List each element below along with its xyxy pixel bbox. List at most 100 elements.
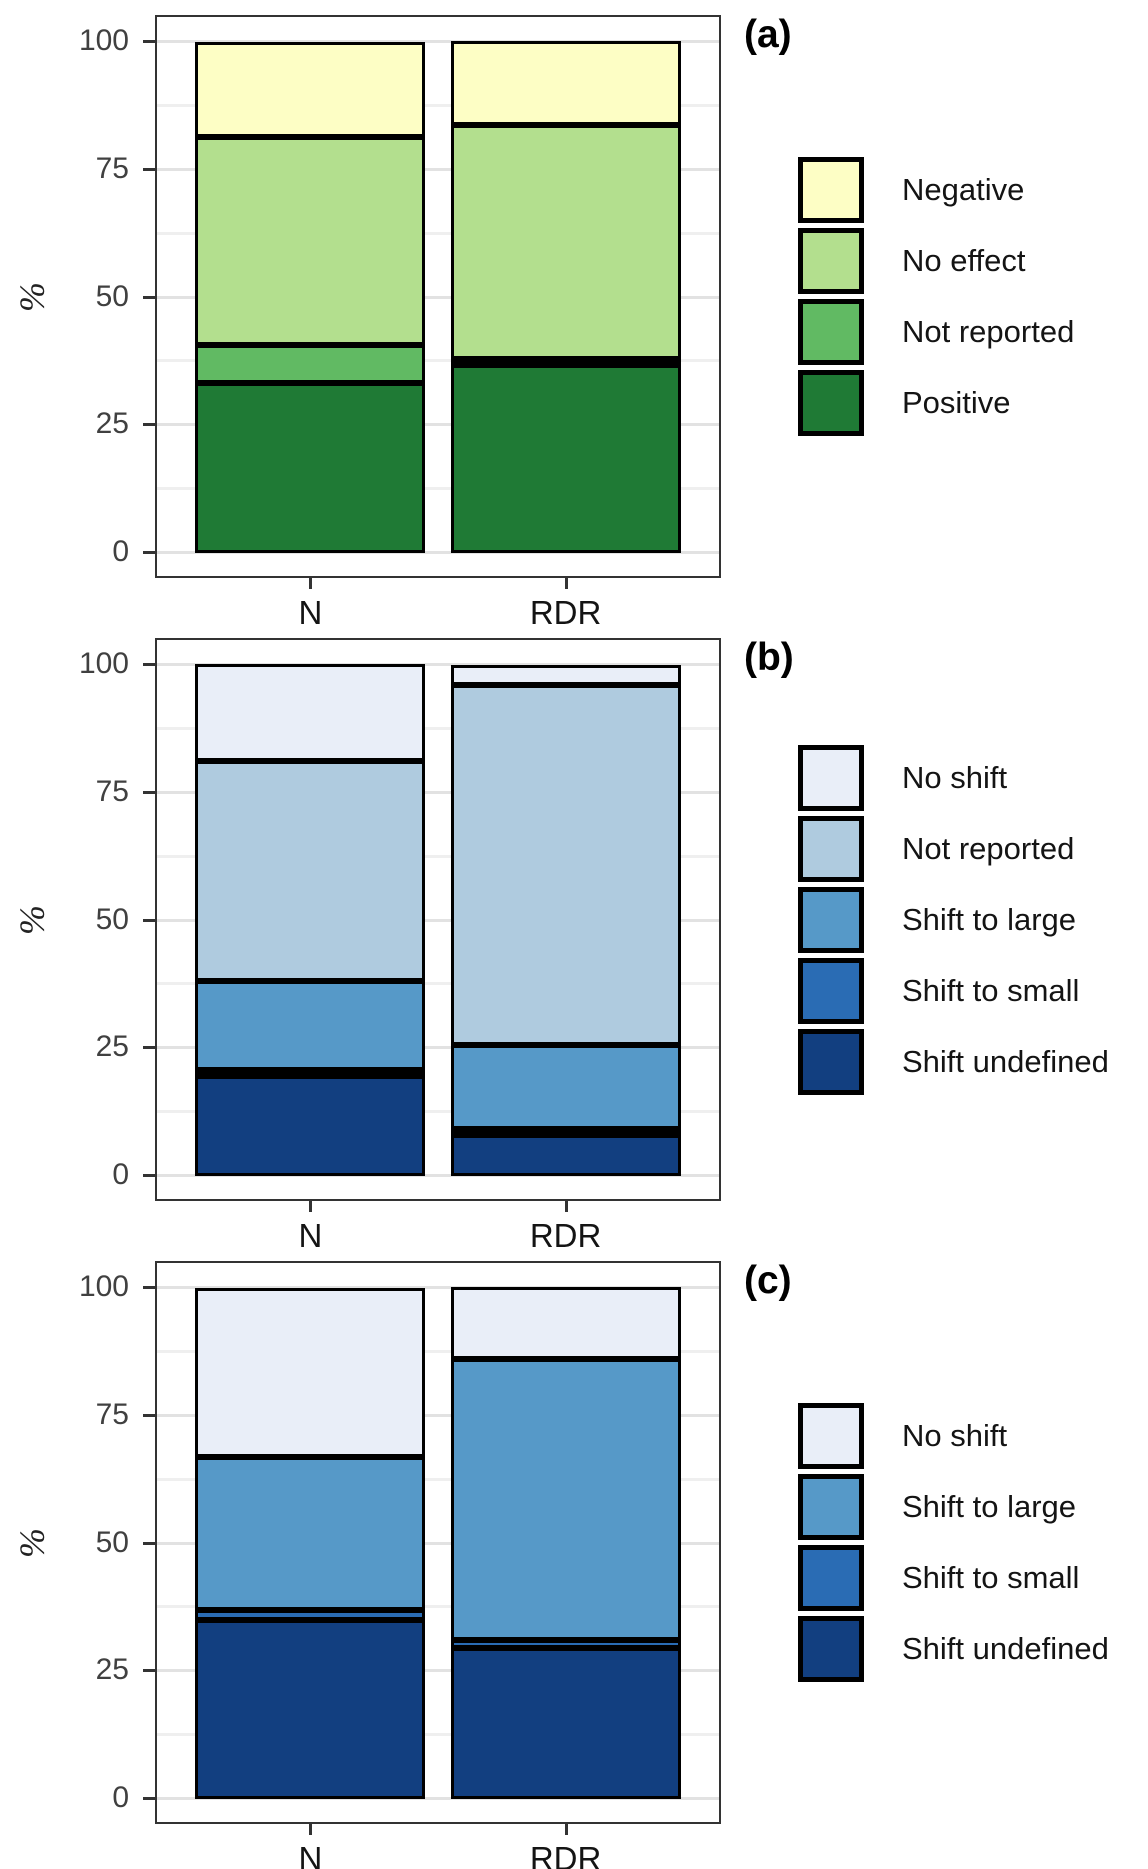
x-tick <box>309 578 313 589</box>
x-tick <box>564 578 568 589</box>
legend-label: Shift to large <box>902 1489 1077 1524</box>
legend-item: Shift to small <box>798 1545 1109 1611</box>
stacked-bar-RDR <box>450 665 681 1176</box>
gridline-major <box>157 1174 719 1177</box>
y-tick-label: 50 <box>95 279 129 313</box>
y-tick <box>143 423 155 427</box>
y-tick <box>143 1797 155 1800</box>
y-tick-label: 50 <box>95 1525 129 1559</box>
legend-label: Not reported <box>902 314 1075 349</box>
bar-segment-no-shift <box>450 665 681 685</box>
gridline-major <box>157 1413 719 1417</box>
gridline-major <box>157 167 719 171</box>
plot-area <box>155 638 721 1201</box>
bar-segment-shift-to-large <box>195 981 426 1070</box>
gridline-major <box>157 663 719 666</box>
legend-item: Not reported <box>798 816 1109 882</box>
bar-segment-shift-to-small <box>195 1070 426 1076</box>
gridline-major <box>157 918 719 922</box>
legend-label: Shift undefined <box>902 1044 1109 1079</box>
gridline-minor <box>157 359 719 363</box>
legend-label: Shift to small <box>902 973 1080 1008</box>
bar-segment-not-reported <box>450 685 681 1045</box>
bar-segment-positive <box>450 365 681 553</box>
bar-segment-no-effect <box>195 137 426 345</box>
bar-segment-shift-to-small <box>450 1640 681 1648</box>
bar-segment-no-shift <box>195 664 426 761</box>
x-tick <box>564 1201 568 1212</box>
legend-label: Shift to small <box>902 1560 1080 1595</box>
bar-segment-negative <box>195 42 426 137</box>
bar-segment-no-shift <box>195 1288 426 1457</box>
legend-label: Negative <box>902 172 1025 207</box>
legend-label: No effect <box>902 243 1026 278</box>
legend-label: Not reported <box>902 831 1075 866</box>
y-tick <box>143 1174 155 1177</box>
y-tick-label: 0 <box>112 535 129 568</box>
panel-label-c: (c) <box>744 1259 792 1302</box>
gridline-minor <box>157 982 719 986</box>
legend-key-shift-undefined <box>798 1616 864 1682</box>
legend-item: Shift undefined <box>798 1616 1109 1682</box>
y-tick-label: 100 <box>78 1270 129 1303</box>
legend-item: No effect <box>798 228 1074 294</box>
gridline-minor <box>157 726 719 730</box>
x-category-label-N: N <box>298 1840 323 1869</box>
gridline-minor <box>157 103 719 107</box>
bar-segment-shift-undefined <box>450 1135 681 1176</box>
x-category-label-N: N <box>298 594 323 631</box>
x-category-label-RDR: RDR <box>529 594 602 631</box>
y-tick <box>143 1413 155 1417</box>
gridline-minor <box>157 1605 719 1609</box>
panel-label-b: (b) <box>744 636 794 679</box>
bar-segment-shift-undefined <box>195 1620 426 1799</box>
stacked-bar-RDR <box>450 41 681 553</box>
gridline-major <box>157 1046 719 1050</box>
stacked-bar-RDR <box>450 1287 681 1799</box>
y-tick-label: 25 <box>95 1030 129 1064</box>
legend-key-no-shift <box>798 745 864 811</box>
gridline-minor <box>157 231 719 235</box>
bar-segment-not-reported <box>195 761 426 981</box>
x-category-label-RDR: RDR <box>529 1217 602 1254</box>
gridline-minor <box>157 487 719 491</box>
gridline-major <box>157 1669 719 1673</box>
y-tick-label: 25 <box>95 407 129 441</box>
legend: No shift Not reported Shift to large Shift … <box>798 745 1109 1100</box>
y-tick <box>143 40 155 43</box>
y-tick-label: 25 <box>95 1653 129 1687</box>
legend-item: Not reported <box>798 299 1074 365</box>
bar-segment-not-reported <box>450 359 681 365</box>
legend-key-positive <box>798 370 864 436</box>
gridline-minor <box>157 1733 719 1737</box>
bar-segment-positive <box>195 383 426 553</box>
chart-panel-b: % 0 25 50 75 100 N RDR (b) No shift Not reported Sh… <box>0 623 1148 1254</box>
bar-segment-shift-to-small <box>450 1129 681 1135</box>
y-tick <box>143 295 155 299</box>
x-category-label-RDR: RDR <box>529 1840 602 1869</box>
gridline-major <box>157 551 719 554</box>
legend-key-no-shift <box>798 1403 864 1469</box>
legend-key-shift-to-large <box>798 887 864 953</box>
legend-label: No shift <box>902 760 1008 795</box>
y-tick-label: 100 <box>78 24 129 57</box>
gridline-minor <box>157 1349 719 1353</box>
legend: No shift Shift to large Shift to small Shif… <box>798 1403 1109 1687</box>
chart-panel-a: % 0 25 50 75 100 N RDR (a) Negative No effect Not r… <box>0 0 1148 631</box>
x-tick <box>309 1824 313 1835</box>
stacked-bar-N <box>195 1288 426 1799</box>
x-category-label-N: N <box>298 1217 323 1254</box>
legend-key-no-effect <box>798 228 864 294</box>
gridline-minor <box>157 1110 719 1114</box>
plot-area <box>155 1261 721 1824</box>
legend-key-negative <box>798 157 864 223</box>
bar-segment-shift-undefined <box>450 1648 681 1799</box>
bar-segment-no-shift <box>450 1287 681 1359</box>
gridline-minor <box>157 1477 719 1481</box>
legend-key-not-reported <box>798 816 864 882</box>
gridline-major <box>157 423 719 427</box>
y-tick-label: 75 <box>95 774 129 808</box>
legend: Negative No effect Not reported Positive <box>798 157 1074 441</box>
y-tick <box>143 551 155 554</box>
